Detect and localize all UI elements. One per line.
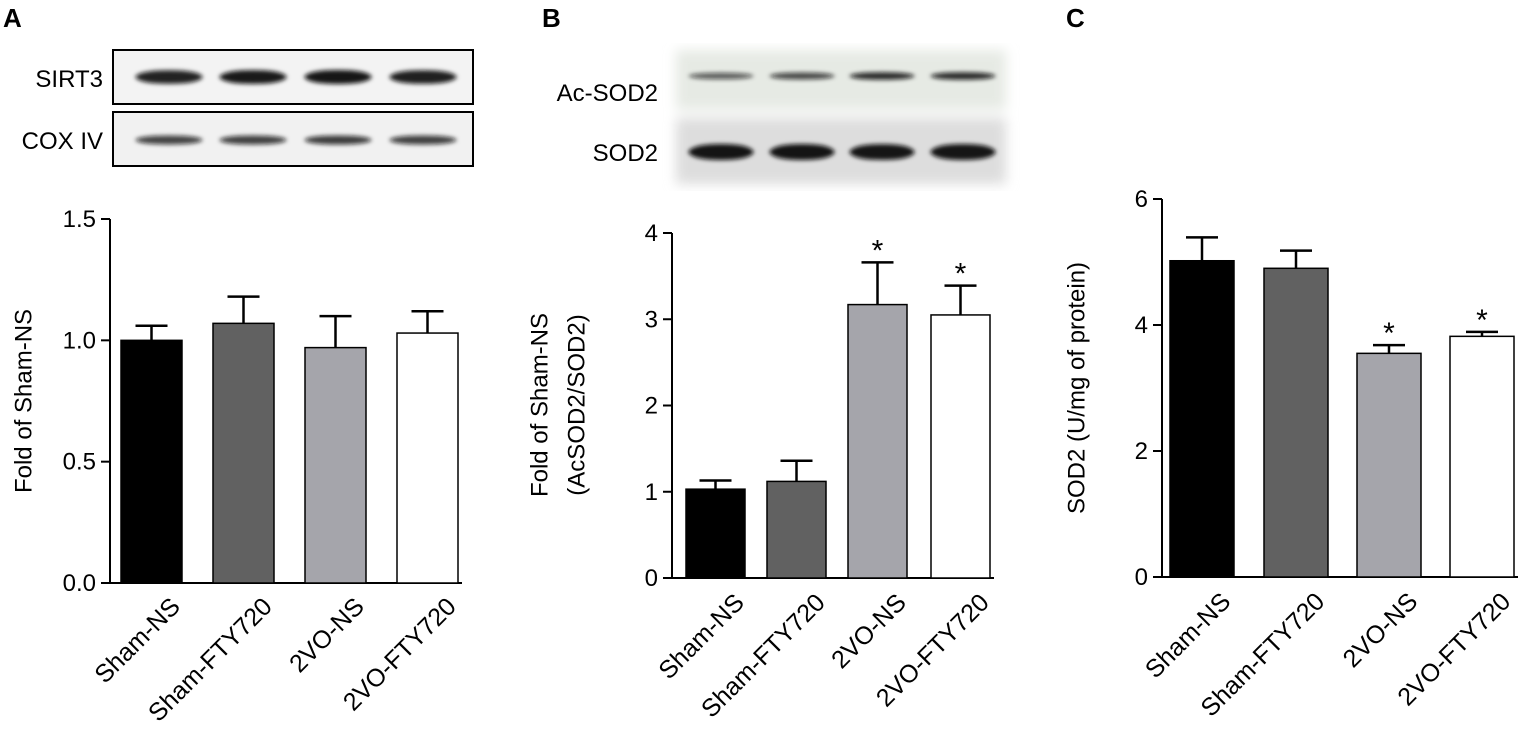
chart-a-y-axis-title: Fold of Sham-NS [10, 309, 37, 493]
chart-b-significance-marker: * [955, 258, 967, 291]
chart-c-category-label-2vo-ns: 2VO-NS [1338, 587, 1424, 673]
chart-a-bar-sham-ns [120, 339, 183, 584]
chart-c-category-label-sham-ns: Sham-NS [1140, 587, 1236, 683]
bar-chart-b: 01234Sham-NSSham-FTY720*2VO-NS*2VO-FTY72… [526, 220, 994, 723]
chart-b-y-tick-label: 1 [645, 479, 658, 506]
chart-a-category-label-sham-ns: Sham-NS [89, 592, 185, 688]
chart-b-bar-sham-ns [685, 488, 746, 579]
blot-label-sirt3: SIRT3 [35, 66, 103, 93]
panel-letter-b: B [542, 3, 561, 33]
chart-a-bar-sham-fty720 [212, 322, 275, 584]
chart-a-bar-2vo-fty720 [396, 332, 459, 584]
chart-c-bar-sham-fty720 [1263, 267, 1329, 578]
blot-label-cox-iv: COX IV [22, 128, 103, 155]
chart-b-significance-marker: * [872, 234, 884, 267]
chart-b-y-axis-title: Fold of Sham-NS [526, 313, 553, 497]
blot-label-ac-sod2: Ac-SOD2 [557, 80, 658, 107]
blot-band-sod2-lane-3 [849, 144, 915, 160]
chart-a-y-tick-label: 0.0 [63, 570, 96, 597]
chart-a-category-label-2vo-ns: 2VO-NS [284, 592, 370, 678]
blot-band-sirt3-lane-3 [304, 70, 372, 84]
chart-b-bar-2vo-fty720 [930, 314, 991, 579]
chart-c-bar-2vo-ns [1356, 352, 1422, 578]
blot-band-sod2-lane-1 [688, 144, 754, 160]
blot-band-cox-iv-lane-2 [219, 135, 287, 145]
blot-band-sod2-lane-2 [769, 144, 835, 160]
blot-label-sod2: SOD2 [593, 140, 658, 167]
chart-b-y-tick-label: 2 [645, 393, 658, 420]
chart-b-category-label-2vo-ns: 2VO-NS [826, 588, 912, 674]
chart-b-y-tick-label: 3 [645, 306, 658, 333]
chart-c-y-tick-label: 4 [1135, 312, 1148, 339]
chart-b-y-tick-label: 4 [645, 220, 658, 247]
chart-a-y-tick-label: 0.5 [63, 449, 96, 476]
panel-b-western-blot: Ac-SOD2 SOD2 [557, 50, 1006, 184]
chart-c-y-tick-label: 0 [1135, 564, 1148, 591]
chart-a-bar-2vo-ns [304, 346, 367, 584]
blot-band-sirt3-lane-4 [389, 70, 457, 84]
chart-a-y-tick-label: 1.0 [63, 327, 96, 354]
chart-a-y-tick-label: 1.5 [63, 206, 96, 233]
chart-b-bar-2vo-ns [847, 303, 908, 579]
blot-band-sirt3-lane-1 [135, 70, 203, 84]
chart-c-significance-marker: * [1476, 304, 1488, 337]
chart-c-y-tick-label: 2 [1135, 438, 1148, 465]
chart-c-bar-2vo-fty720 [1449, 335, 1515, 578]
chart-c-y-tick-label: 6 [1135, 186, 1148, 213]
panel-b-blot-bands [688, 72, 996, 160]
panel-letter-a: A [3, 3, 22, 33]
chart-c-y-axis-title: SOD2 (U/mg of protein) [1063, 262, 1090, 514]
blot-band-ac-sod2-lane-2 [769, 72, 835, 80]
blot-band-sod2-lane-4 [930, 144, 996, 160]
blot-band-cox-iv-lane-1 [135, 135, 203, 145]
blot-band-cox-iv-lane-4 [389, 135, 457, 145]
blot-band-ac-sod2-lane-3 [849, 72, 915, 80]
chart-c-bar-sham-ns [1169, 259, 1235, 578]
blot-band-ac-sod2-lane-1 [688, 72, 754, 80]
bar-chart-c: 0246Sham-NSSham-FTY720*2VO-NS*2VO-FTY720… [1063, 186, 1518, 722]
chart-b-y-tick-label: 0 [645, 565, 658, 592]
panel-letter-c: C [1066, 3, 1085, 33]
blot-band-ac-sod2-lane-4 [930, 72, 996, 80]
blot-background [676, 50, 1006, 184]
chart-b-bar-sham-fty720 [766, 480, 827, 579]
chart-c-significance-marker: * [1383, 317, 1395, 350]
blot-band-sirt3-lane-2 [219, 70, 287, 84]
panel-a-western-blot: SIRT3 COX IV [22, 49, 474, 167]
panel-a-blot-bands [135, 70, 457, 145]
blot-band-cox-iv-lane-3 [304, 135, 372, 145]
chart-b-y-axis-title: (AcSOD2/SOD2) [563, 314, 590, 495]
